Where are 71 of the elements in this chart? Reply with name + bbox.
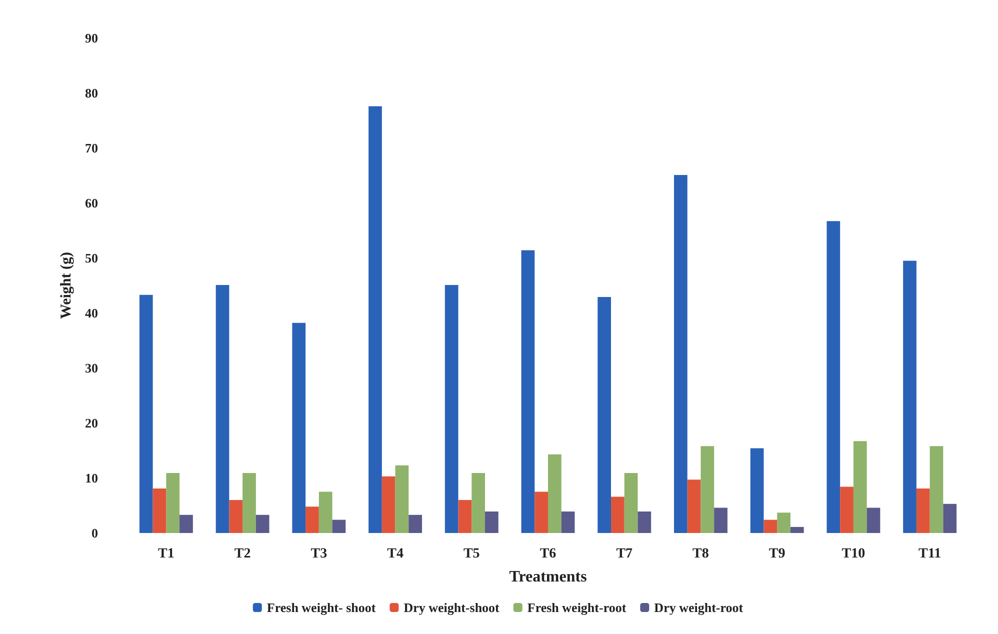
bar	[256, 514, 270, 533]
bar	[521, 250, 535, 533]
bar	[790, 526, 804, 533]
legend-label: Fresh weight-root	[527, 600, 627, 615]
bar	[916, 488, 930, 533]
x-tick-label: T7	[616, 546, 633, 562]
bar	[714, 508, 728, 533]
bar	[777, 512, 790, 533]
y-tick-label: 40	[85, 306, 98, 320]
bar	[458, 500, 472, 533]
x-tick-label: T2	[234, 546, 251, 562]
y-tick-label: 0	[92, 526, 98, 540]
y-tick-label: 10	[85, 470, 98, 486]
y-tick-label: 20	[85, 416, 98, 430]
bar	[700, 446, 714, 533]
bar	[152, 488, 166, 533]
bar	[444, 284, 458, 533]
bar	[485, 512, 498, 533]
bar	[332, 520, 346, 533]
bar	[561, 512, 575, 533]
bar	[368, 106, 382, 533]
bar	[853, 441, 867, 533]
x-tick-label: T5	[463, 546, 480, 562]
bar	[139, 294, 153, 533]
x-axis-title: Treatments	[509, 568, 587, 586]
bar	[624, 473, 638, 533]
x-tick-label: T6	[540, 546, 556, 562]
legend-label: Dry weight-root	[654, 600, 744, 615]
bar	[866, 508, 880, 533]
y-tick-label: 90	[85, 30, 98, 46]
bar	[598, 297, 611, 533]
x-tick-label: T10	[842, 546, 866, 562]
bar	[548, 454, 562, 533]
bar	[750, 448, 764, 533]
bar	[292, 322, 306, 533]
x-tick-label: T3	[310, 546, 328, 562]
bar	[611, 496, 624, 533]
bar	[764, 520, 778, 533]
y-tick-label: 70	[85, 140, 98, 156]
bar	[930, 446, 944, 533]
y-tick-label: 50	[85, 250, 98, 266]
bar	[472, 473, 485, 533]
bar	[826, 221, 840, 533]
bar	[306, 506, 319, 533]
bar	[216, 284, 230, 533]
bar	[943, 504, 957, 533]
bar	[687, 480, 701, 533]
bar	[166, 473, 180, 533]
bar	[408, 514, 422, 533]
bar	[674, 174, 688, 533]
y-axis-title: Weight (g)	[58, 252, 75, 320]
bar	[242, 473, 256, 533]
bar	[534, 492, 548, 533]
bar	[903, 260, 916, 533]
x-tick-label: T4	[387, 546, 404, 562]
bar	[180, 514, 193, 533]
x-tick-label: T8	[692, 546, 709, 562]
bar	[318, 492, 332, 533]
bar	[229, 500, 243, 533]
x-tick-label: T11	[918, 546, 942, 562]
legend-label: Fresh weight- shoot	[266, 600, 376, 615]
y-tick-label: 30	[85, 360, 98, 376]
x-tick-label: T1	[158, 546, 174, 562]
bar	[382, 476, 396, 533]
legend-label: Dry weight-shoot	[404, 600, 500, 615]
y-tick-label: 60	[85, 196, 98, 210]
y-tick-label: 80	[85, 86, 98, 100]
x-tick-label: T9	[768, 546, 786, 562]
bar	[395, 465, 409, 533]
bar	[638, 512, 652, 533]
bar	[840, 486, 854, 533]
